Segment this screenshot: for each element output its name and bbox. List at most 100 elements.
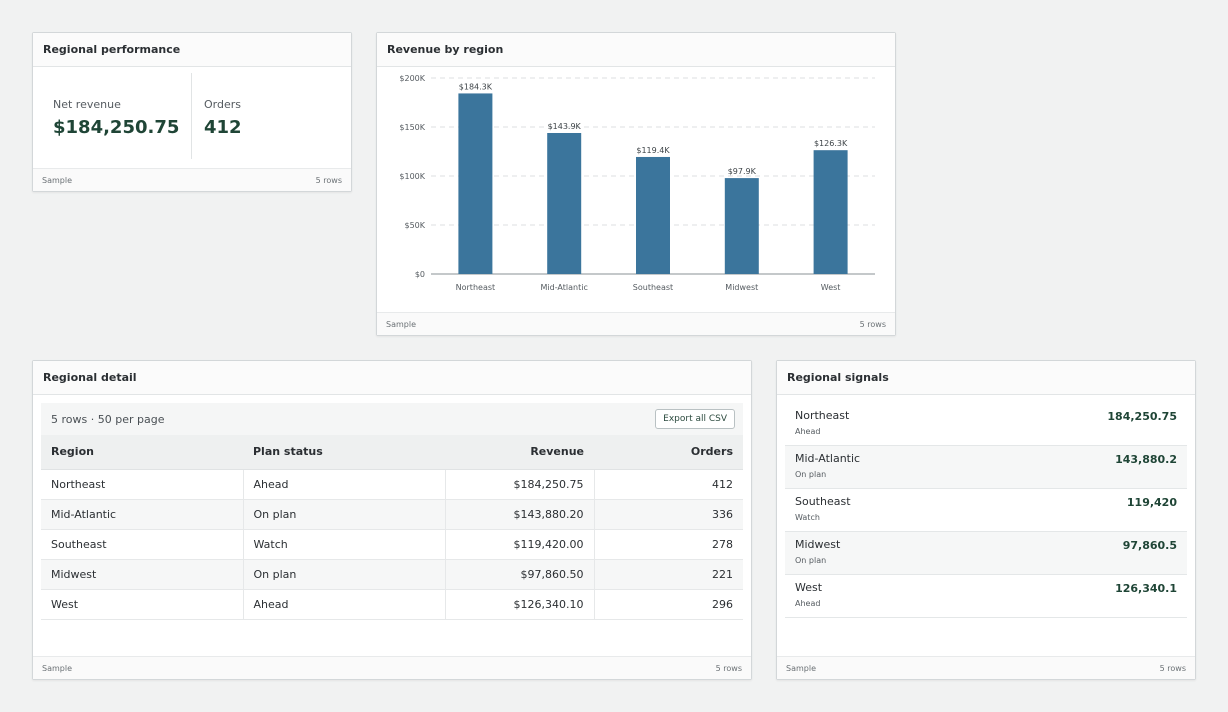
kpi-value: $184,250.75: [53, 117, 180, 138]
signal-region: West: [795, 581, 823, 594]
table-row: West Ahead $126,340.10 296: [41, 589, 743, 620]
signal-value: 97,860.5: [1122, 539, 1177, 552]
kpi-divider: [191, 73, 192, 159]
footer-source: Sample: [42, 175, 72, 185]
signal-region: Northeast: [795, 409, 850, 422]
column-header-region[interactable]: Region: [41, 435, 243, 470]
cell-orders: 296: [594, 589, 743, 620]
cell-revenue: $119,420.00: [445, 529, 595, 560]
regional-detail-table: Region Plan status Revenue Orders Northe…: [41, 435, 743, 620]
list-item: Southeast Watch 119,420: [785, 489, 1187, 532]
y-tick-label: $0: [415, 270, 425, 279]
card-title: Revenue by region: [377, 33, 895, 67]
signal-region: Southeast: [795, 495, 851, 508]
cell-plan-status: Ahead: [243, 589, 446, 620]
cell-orders: 278: [594, 529, 743, 560]
revenue-by-region-card: Revenue by region $0 $50K $100K $150K $200K $…: [376, 32, 896, 336]
signal-status: On plan: [795, 556, 827, 565]
x-tick-label: West: [821, 283, 841, 292]
cell-region: Northeast: [41, 469, 244, 500]
list-item: Northeast Ahead 184,250.75: [785, 403, 1187, 446]
cell-region: West: [41, 589, 244, 620]
footer-row-count: 5 rows: [1159, 663, 1186, 673]
bar: [724, 178, 759, 274]
signal-region: Midwest: [795, 538, 841, 551]
column-header-orders[interactable]: Orders: [594, 435, 743, 470]
card-footer: Sample 5 rows: [377, 312, 895, 335]
cell-plan-status: Ahead: [243, 469, 446, 500]
footer-source: Sample: [42, 663, 72, 673]
regional-performance-card: Regional performance Net revenue $184,25…: [32, 32, 352, 192]
cell-revenue: $184,250.75: [445, 469, 595, 500]
table-header-row: Region Plan status Revenue Orders: [41, 435, 743, 470]
table-row: Northeast Ahead $184,250.75 412: [41, 469, 743, 500]
x-tick-label: Southeast: [633, 283, 673, 292]
cell-region: Mid-Atlantic: [41, 499, 244, 530]
regional-signals-card: Regional signals Northeast Ahead 184,250…: [776, 360, 1196, 680]
data-label: $184.3K: [459, 82, 493, 91]
data-label: $119.4K: [636, 146, 670, 155]
regional-detail-card: Regional detail 5 rows · 50 per page Exp…: [32, 360, 752, 680]
net-revenue-kpi: Net revenue $184,250.75: [53, 71, 179, 161]
data-label: $97.9K: [728, 167, 757, 176]
kpi-value: 412: [204, 117, 242, 138]
x-tick-label: Midwest: [725, 283, 758, 292]
cell-plan-status: On plan: [243, 559, 446, 590]
bar: [547, 132, 582, 274]
bar: [458, 93, 493, 274]
revenue-bar-chart: $0 $50K $100K $150K $200K $184.3K Northeast $14…: [399, 74, 875, 292]
y-tick-label: $200K: [399, 74, 425, 83]
cell-region: Midwest: [41, 559, 244, 590]
list-item: Mid-Atlantic On plan 143,880.2: [785, 446, 1187, 489]
kpi-label: Net revenue: [53, 98, 121, 111]
card-footer: Sample 5 rows: [33, 168, 351, 191]
list-item: West Ahead 126,340.1: [785, 575, 1187, 618]
x-tick-label: Northeast: [456, 283, 496, 292]
column-header-plan-status[interactable]: Plan status: [243, 435, 445, 470]
signals-list: Northeast Ahead 184,250.75 Mid-Atlantic …: [785, 403, 1187, 618]
footer-row-count: 5 rows: [315, 175, 342, 185]
cell-orders: 221: [594, 559, 743, 590]
x-tick-label: Mid-Atlantic: [541, 283, 588, 292]
card-title: Regional performance: [33, 33, 351, 67]
bar: [636, 156, 670, 274]
footer-row-count: 5 rows: [715, 663, 742, 673]
signal-status: Ahead: [795, 427, 821, 436]
cell-orders: 336: [594, 499, 743, 530]
signal-value: 119,420: [1126, 496, 1177, 509]
card-footer: Sample 5 rows: [33, 656, 751, 679]
table-row: Southeast Watch $119,420.00 278: [41, 529, 743, 560]
signal-status: On plan: [795, 470, 827, 479]
data-label: $143.9K: [548, 122, 582, 131]
footer-source: Sample: [386, 319, 416, 329]
column-header-revenue[interactable]: Revenue: [445, 435, 594, 470]
cell-revenue: $143,880.20: [445, 499, 595, 530]
cell-plan-status: Watch: [243, 529, 446, 560]
card-title: Regional signals: [777, 361, 1195, 395]
table-toolbar: 5 rows · 50 per page Export all CSV: [41, 403, 743, 435]
footer-row-count: 5 rows: [859, 319, 886, 329]
signal-value: 143,880.2: [1115, 453, 1177, 466]
table-row: Mid-Atlantic On plan $143,880.20 336: [41, 499, 743, 530]
signal-status: Ahead: [795, 599, 821, 608]
table-row: Midwest On plan $97,860.50 221: [41, 559, 743, 590]
signal-region: Mid-Atlantic: [795, 452, 861, 465]
export-csv-button[interactable]: Export all CSV: [655, 409, 735, 429]
y-tick-label: $150K: [399, 123, 425, 132]
card-title: Regional detail: [33, 361, 751, 395]
cell-orders: 412: [594, 469, 743, 500]
signal-value: 184,250.75: [1107, 410, 1177, 423]
signal-status: Watch: [795, 513, 820, 522]
signal-value: 126,340.1: [1115, 582, 1177, 595]
bar: [813, 150, 848, 274]
footer-source: Sample: [786, 663, 816, 673]
cell-revenue: $97,860.50: [445, 559, 595, 590]
y-tick-label: $50K: [404, 221, 425, 230]
pagination-summary: 5 rows · 50 per page: [51, 412, 165, 426]
cell-revenue: $126,340.10: [445, 589, 595, 620]
y-tick-label: $100K: [399, 172, 425, 181]
cell-region: Southeast: [41, 529, 244, 560]
card-footer: Sample 5 rows: [777, 656, 1195, 679]
data-label: $126.3K: [814, 139, 848, 148]
orders-kpi: Orders 412: [204, 71, 242, 161]
